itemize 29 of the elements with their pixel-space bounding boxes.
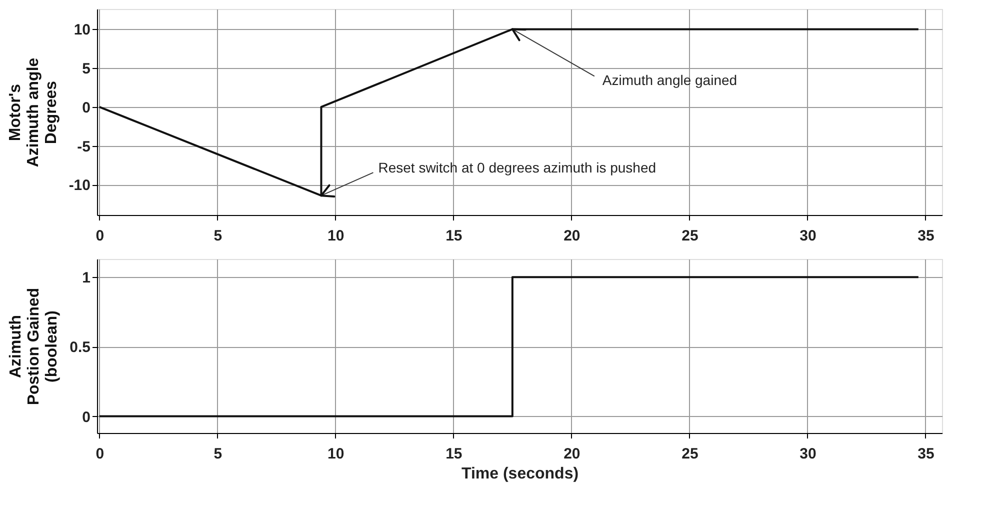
x-tick-label: 0 — [96, 446, 104, 462]
x-tick-label: 35 — [918, 446, 934, 462]
annotation: Reset switch at 0 degrees azimuth is pushed — [378, 160, 656, 176]
y-tick-label: 5 — [82, 60, 90, 78]
x-tick-label: 15 — [446, 446, 462, 462]
x-tick-label: 30 — [800, 446, 816, 462]
x-tick-label: 25 — [682, 228, 698, 244]
x-tick-label: 20 — [564, 446, 580, 462]
y-tick-label: 1 — [82, 270, 90, 287]
y-axis-title: Azimuth Postion Gained (boolean) — [8, 288, 61, 406]
y-tick-label: -10 — [68, 177, 90, 194]
y-tick-label: 0 — [82, 408, 90, 426]
y-tick-label: 10 — [74, 22, 90, 39]
x-tick-label: 10 — [328, 228, 344, 244]
y-axis-title: Motor's Azimuth angle Degrees — [6, 58, 60, 168]
x-tick-label: 5 — [214, 446, 222, 462]
y-tick-label: -5 — [77, 138, 90, 156]
x-tick-label: 15 — [446, 228, 462, 244]
x-axis-title: Time (seconds) — [461, 466, 579, 482]
x-tick-label: 30 — [800, 228, 816, 244]
y-tick-label: 0 — [82, 99, 90, 116]
x-tick-label: 10 — [328, 446, 344, 462]
y-tick-label: 0.5 — [70, 339, 90, 356]
x-tick-label: 35 — [918, 228, 934, 244]
x-tick-label: 5 — [214, 228, 222, 244]
x-tick-label: 0 — [96, 228, 104, 244]
x-tick-label: 20 — [564, 228, 580, 244]
x-tick-label: 25 — [682, 446, 698, 462]
annotation: Azimuth angle gained — [602, 72, 738, 88]
